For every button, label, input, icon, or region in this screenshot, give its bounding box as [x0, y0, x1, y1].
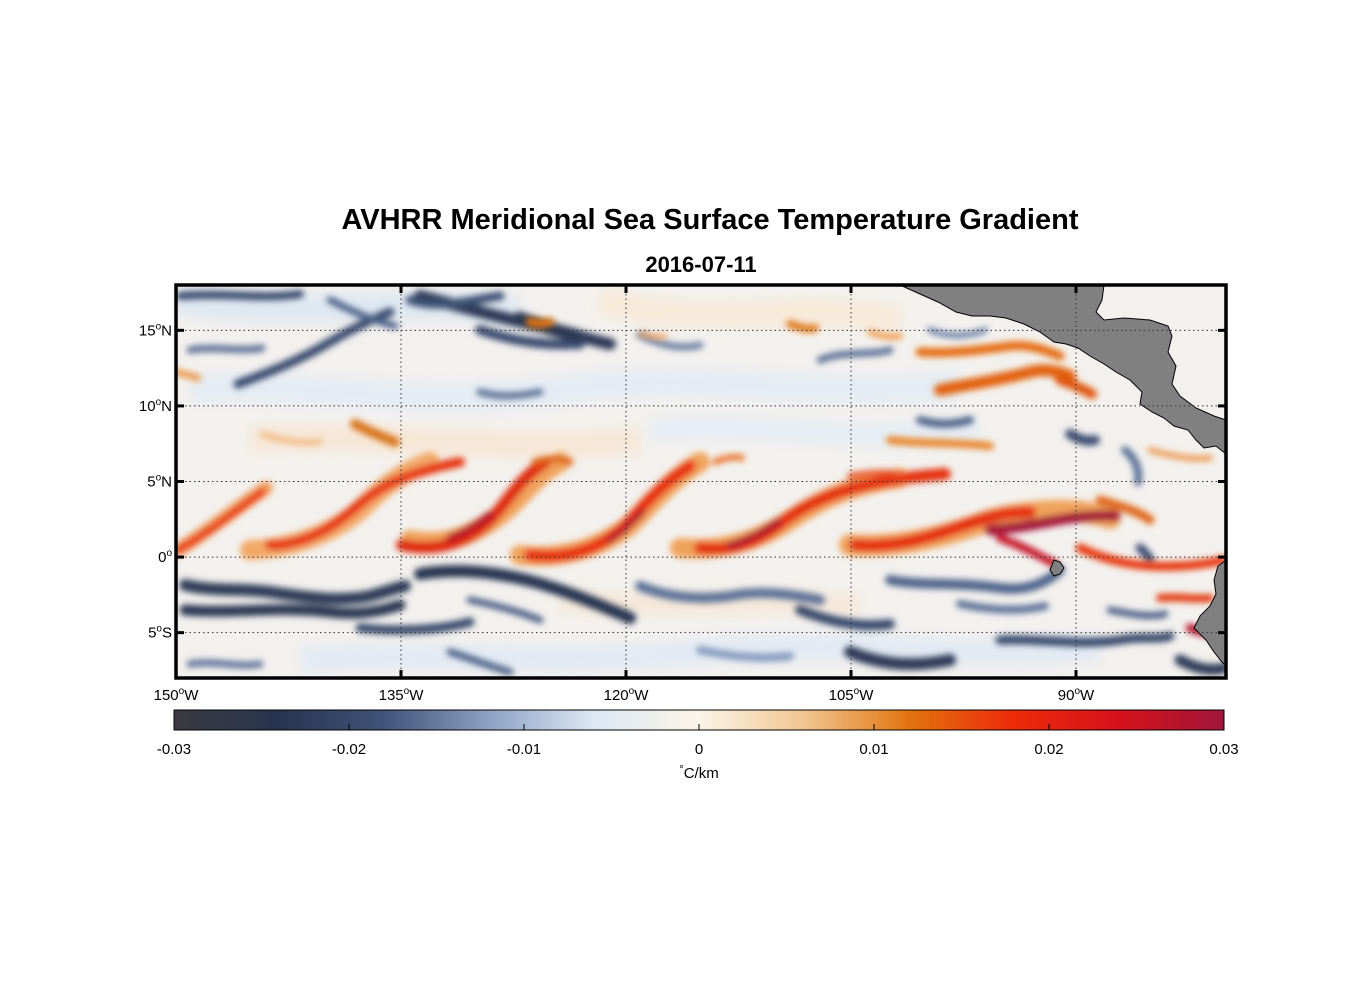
colorbar-tick-label: -0.02	[332, 741, 366, 758]
degree-mark: o	[404, 686, 410, 697]
land-south-america	[1193, 559, 1226, 667]
degree-mark: o	[1074, 686, 1080, 697]
colorbar-tick-label: 0.02	[1034, 741, 1063, 758]
map-title: AVHRR Meridional Sea Surface Temperature…	[341, 204, 1079, 236]
degree-mark: o	[854, 686, 860, 697]
colorbar-tick-label: -0.03	[157, 741, 191, 758]
lat-label: 10oN	[139, 397, 172, 415]
lon-label: 105oW	[829, 686, 875, 704]
degree-mark: o	[156, 473, 162, 484]
degree-mark: o	[156, 624, 162, 635]
lon-label: 135oW	[379, 686, 425, 704]
lat-label: 15oN	[139, 321, 172, 339]
colorbar-tick-label: 0.03	[1209, 741, 1238, 758]
degree-mark: o	[629, 686, 635, 697]
gradient-field	[176, 285, 1226, 676]
land-central-america	[899, 285, 1226, 455]
frame-ticks	[174, 285, 1226, 678]
map-date-subtitle: 2016-07-11	[645, 252, 757, 277]
lon-label: 90oW	[1058, 686, 1095, 704]
colorbar-tick-label: -0.01	[507, 741, 541, 758]
lon-label: 150oW	[154, 686, 200, 704]
lat-label: 5oN	[147, 473, 172, 491]
degree-mark: o	[156, 397, 162, 408]
longitude-labels: 150oW 135oW 120oW 105oW 90oW	[154, 686, 1095, 704]
land-galapagos	[1049, 559, 1065, 577]
latitude-labels: 15oN 10oN 5oN 0o 5oS	[139, 321, 173, 641]
colorbar-tick-label: 0.01	[859, 741, 888, 758]
colorbar: -0.03 -0.02 -0.01 0 0.01 0.02 0.03 °C/km	[157, 709, 1239, 782]
degree-mark: o	[179, 686, 185, 697]
degree-mark: o	[166, 548, 172, 559]
degree-mark: o	[156, 321, 162, 332]
lat-label: 5oS	[148, 624, 172, 642]
colorbar-tick-label: 0	[695, 741, 703, 758]
colorbar-unit-label: °C/km	[679, 764, 718, 782]
lon-label: 120oW	[604, 686, 650, 704]
colorbar-ticks: -0.03 -0.02 -0.01 0 0.01 0.02 0.03	[157, 724, 1239, 758]
lat-label: 0o	[158, 548, 172, 566]
